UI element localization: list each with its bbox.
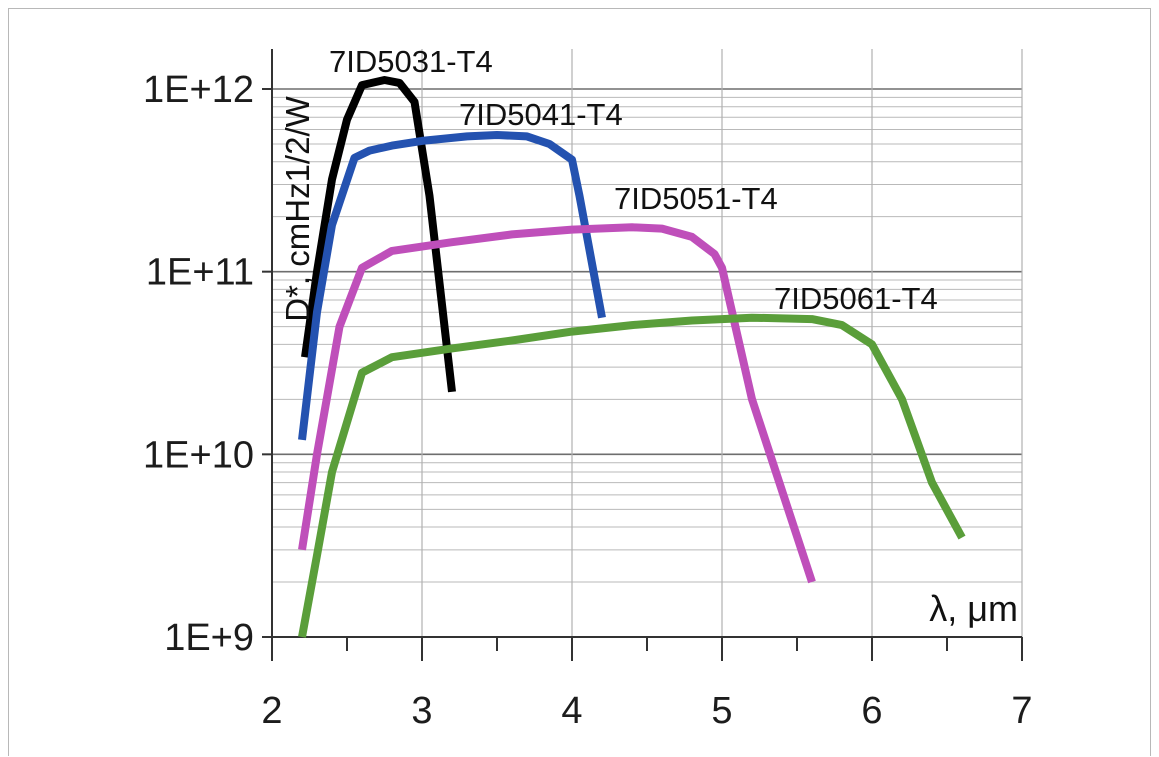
- x-tick-label: 2: [261, 690, 282, 732]
- chart-frame: 2 3 4 5 6 7 1E+9 1E+10 1E+11 1E+12 7ID5031-T4 7ID50…: [8, 8, 1151, 756]
- series-label-3: 7ID5051-T4: [614, 181, 778, 216]
- series-line-3: [298, 223, 816, 584]
- y-axis-title: D*, cmHz1/2/W: [279, 95, 316, 321]
- series-line-2: [298, 131, 606, 441]
- labels: 2 3 4 5 6 7 1E+9 1E+10 1E+11 1E+12 7ID5031-T4 7ID50…: [143, 44, 1033, 732]
- grid: [271, 49, 1023, 638]
- series-line-1: [301, 76, 456, 393]
- y-tick-label: 1E+9: [164, 617, 254, 659]
- y-tick-label: 1E+10: [143, 434, 254, 476]
- series-lines: [298, 76, 966, 638]
- x-axis-title: λ, μm: [929, 588, 1018, 629]
- x-tick-label: 7: [1011, 690, 1032, 732]
- axes: [262, 49, 1023, 661]
- series-label-2: 7ID5041-T4: [459, 97, 623, 132]
- x-tick-label: 3: [411, 690, 432, 732]
- series-label-1: 7ID5031-T4: [329, 44, 493, 79]
- detectivity-chart: 2 3 4 5 6 7 1E+9 1E+10 1E+11 1E+12 7ID5031-T4 7ID50…: [143, 44, 1033, 732]
- x-tick-label: 5: [711, 690, 732, 732]
- series-line-4: [298, 313, 966, 638]
- y-tick-label: 1E+12: [143, 69, 254, 111]
- series-label-4: 7ID5061-T4: [774, 281, 938, 316]
- x-tick-label: 6: [861, 690, 882, 732]
- y-tick-label: 1E+11: [146, 252, 254, 294]
- x-tick-label: 4: [561, 690, 582, 732]
